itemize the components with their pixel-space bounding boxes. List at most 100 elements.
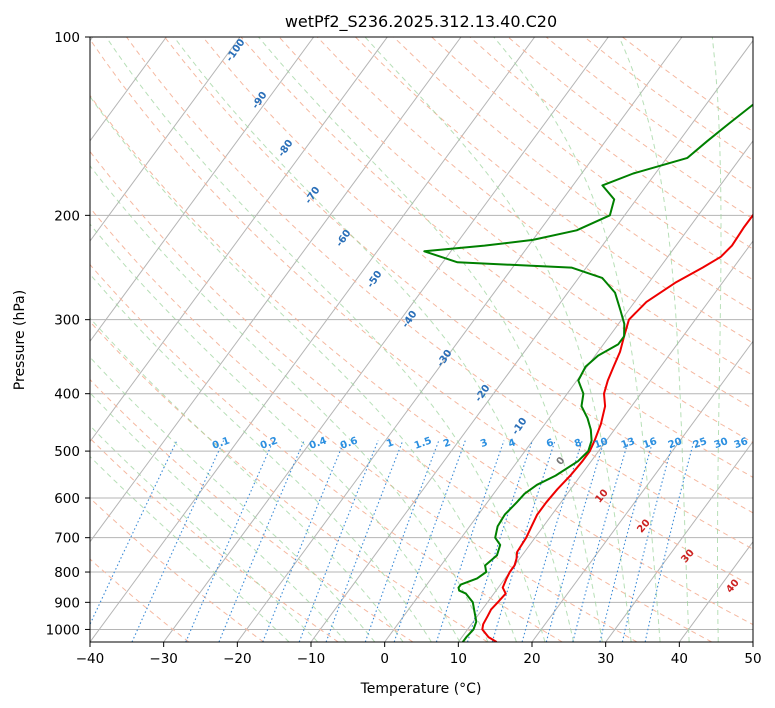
moist-adiabat-label: 40 xyxy=(724,577,741,595)
dry-adiabat-label: -80 xyxy=(276,138,295,159)
dry-adiabat-line xyxy=(90,94,753,626)
dry-adiabat-line xyxy=(507,37,753,220)
isotherm-line xyxy=(605,440,753,642)
mixing-ratio-label: 36 xyxy=(733,436,750,451)
moist-adiabat-label: 30 xyxy=(679,547,696,565)
x-tick-label: −10 xyxy=(297,651,326,667)
moist-adiabat-label: 10 xyxy=(593,487,610,505)
plot-frame xyxy=(89,36,754,643)
mixing-ratio-label: 2 xyxy=(442,437,452,450)
dry-adiabat-line xyxy=(90,497,264,642)
isotherm-line xyxy=(90,37,167,142)
mixing-ratio-label: 25 xyxy=(692,436,709,451)
isotherm-line xyxy=(90,37,536,642)
dry-adiabat-line xyxy=(164,37,753,514)
dry-adiabat-line xyxy=(90,321,488,642)
mixing-ratio-label: 6 xyxy=(545,437,555,450)
mixing-ratio-label: 0.1 xyxy=(211,435,231,451)
mixing-ratio-label: 0.2 xyxy=(259,435,279,451)
y-tick-label: 300 xyxy=(54,313,80,329)
dry-adiabat-line xyxy=(90,150,712,642)
mixing-ratio-line xyxy=(131,440,225,642)
moist-adiabat-line xyxy=(105,37,546,642)
x-tick-label: −30 xyxy=(149,651,178,667)
dry-adiabat-line xyxy=(355,37,753,344)
moist-adiabat-line xyxy=(711,37,722,642)
x-tick-label: 50 xyxy=(744,651,761,667)
dry-adiabat-line xyxy=(622,37,753,133)
mixing-ratio-line xyxy=(521,440,583,642)
mixing-ratio-line xyxy=(393,440,466,642)
mixing-ratio-line xyxy=(90,440,178,626)
dry-adiabat-label: -100 xyxy=(224,37,247,64)
mixing-ratio-line xyxy=(644,440,695,642)
dry-adiabat-line xyxy=(240,37,753,444)
x-tick-label: −40 xyxy=(76,651,105,667)
moist-adiabat-line xyxy=(90,223,461,642)
mixing-ratio-label: 3 xyxy=(479,437,489,450)
moist-adiabat-line xyxy=(90,356,376,642)
mixing-ratio-label: 10 xyxy=(593,436,610,451)
y-axis-label: Pressure (hPa) xyxy=(12,290,28,390)
mixing-ratio-label: 16 xyxy=(642,436,659,451)
mixing-ratio-label: 0.4 xyxy=(308,435,328,451)
moist-adiabat-line xyxy=(173,37,575,642)
moist-adiabat-line xyxy=(90,424,319,642)
moist-adiabat-line xyxy=(90,164,489,642)
mixing-ratio-label: 4 xyxy=(507,437,517,450)
y-tick-label: 500 xyxy=(54,444,80,460)
y-tick-label: 400 xyxy=(54,387,80,403)
dry-adiabat-label: -60 xyxy=(334,228,353,249)
dry-adiabat-line xyxy=(90,263,563,642)
mixing-ratio-label: 20 xyxy=(667,436,684,451)
isotherm-line xyxy=(752,641,753,642)
chart-title: wetPf2_S236.2025.312.13.40.C20 xyxy=(285,12,557,32)
mixing-ratio-line xyxy=(262,440,346,642)
isotherm-line xyxy=(384,140,753,642)
dry-adiabat-line xyxy=(90,38,753,587)
y-tick-label: 600 xyxy=(54,491,80,507)
dry-adiabat-line xyxy=(126,37,753,550)
temperature-profile-line xyxy=(481,213,753,642)
moist-adiabat-line xyxy=(90,455,290,642)
y-tick-label: 800 xyxy=(54,565,80,581)
mixing-ratio-label: 13 xyxy=(620,436,637,451)
y-tick-label: 700 xyxy=(54,531,80,547)
isotherm-line xyxy=(236,37,683,642)
mixing-ratio-line xyxy=(599,440,654,642)
moist-adiabat-line xyxy=(364,37,632,642)
dewpoint-profile-line xyxy=(423,103,753,642)
mixing-ratio-line xyxy=(572,440,629,642)
moist-adiabat-label: 0 xyxy=(555,455,568,467)
isotherm-line xyxy=(90,37,388,443)
x-axis-label: Temperature (°C) xyxy=(360,681,482,697)
isotherm-line xyxy=(457,240,753,642)
dry-adiabat-line xyxy=(90,558,190,642)
x-tick-label: −20 xyxy=(223,651,252,667)
dry-adiabat-label: -50 xyxy=(365,269,384,290)
moist-adiabat-line xyxy=(493,37,661,642)
mixing-ratio-label: 1.5 xyxy=(413,435,433,451)
mixing-ratio-label: 0.6 xyxy=(339,435,359,451)
mixing-ratio-label: 8 xyxy=(573,437,583,450)
moist-adiabat-label: 20 xyxy=(635,517,652,535)
x-tick-label: 40 xyxy=(671,651,688,667)
mixing-ratio-line xyxy=(545,440,605,642)
mixing-ratio-label: 1 xyxy=(385,437,395,450)
y-tick-label: 1000 xyxy=(46,622,80,638)
isotherm-line xyxy=(90,37,315,343)
mixing-ratio-line xyxy=(621,440,674,642)
dry-adiabat-line xyxy=(90,437,339,642)
mixing-ratio-line xyxy=(435,440,505,642)
isotherm-line xyxy=(163,37,609,642)
x-tick-label: 20 xyxy=(523,651,540,667)
y-tick-label: 200 xyxy=(54,208,80,224)
y-tick-label: 900 xyxy=(54,595,80,611)
mixing-ratio-line xyxy=(185,440,274,642)
mixing-ratio-line xyxy=(466,440,533,642)
mixing-ratio-label: 30 xyxy=(713,436,730,451)
dry-adiabat-line xyxy=(90,378,414,642)
mixing-ratio-line xyxy=(218,440,305,642)
